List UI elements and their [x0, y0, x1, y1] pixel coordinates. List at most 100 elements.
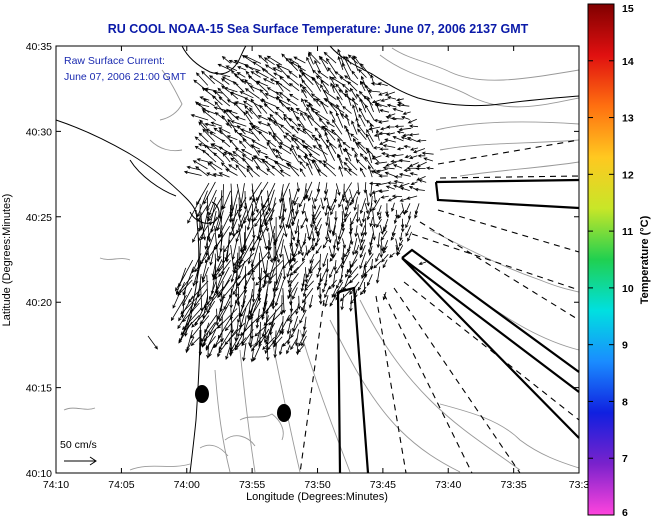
- current-vector: [266, 141, 276, 156]
- current-vector: [391, 154, 404, 158]
- current-vector: [217, 252, 231, 272]
- current-vector: [289, 93, 299, 101]
- current-vector: [409, 172, 418, 176]
- current-vector: [395, 209, 399, 219]
- current-vector: [273, 343, 277, 359]
- current-vector: [398, 172, 411, 177]
- current-vector: [402, 133, 410, 137]
- current-vector: [305, 188, 309, 200]
- current-vector: [324, 127, 336, 141]
- current-vector: [341, 218, 345, 233]
- current-vector: [297, 238, 304, 257]
- current-vector: [192, 160, 208, 170]
- current-vector: [294, 137, 307, 149]
- current-vector: [307, 244, 313, 254]
- lane-east: [434, 178, 580, 210]
- current-vector: [410, 181, 418, 185]
- current-vector: [342, 105, 352, 114]
- current-vector: [355, 204, 360, 223]
- current-vector: [381, 253, 389, 263]
- current-vector: [401, 223, 405, 233]
- current-vector: [329, 266, 335, 279]
- surface-current-vectors: [147, 48, 434, 363]
- current-vector: [216, 210, 224, 232]
- current-vector: [273, 161, 291, 170]
- current-vector: [401, 202, 406, 216]
- x-tick-label: 73:3: [569, 479, 590, 491]
- x-tick-label: 74:10: [43, 479, 69, 491]
- current-vector: [328, 279, 337, 290]
- current-vector: [229, 342, 240, 355]
- current-vector: [311, 134, 321, 142]
- current-vector: [301, 302, 307, 311]
- current-vector: [279, 124, 292, 134]
- current-vector: [368, 126, 381, 131]
- colorbar-label: Temperature (°C): [639, 215, 651, 304]
- current-vector: [192, 259, 202, 287]
- current-vector: [273, 336, 283, 348]
- current-vector: [201, 335, 208, 348]
- current-vector: [393, 180, 404, 184]
- y-tick-label: 40:15: [26, 383, 52, 395]
- current-vector: [385, 203, 389, 216]
- current-vector: [307, 190, 313, 202]
- current-vector: [190, 114, 209, 121]
- current-vector: [224, 314, 239, 332]
- contour-line: [359, 299, 521, 471]
- current-vector: [379, 245, 383, 259]
- current-vector: [381, 152, 389, 156]
- coastline-staten-island: [181, 45, 247, 75]
- current-vector: [242, 157, 253, 170]
- current-vector: [348, 260, 353, 275]
- current-vector: [311, 197, 317, 210]
- contour-line: [435, 121, 580, 131]
- current-vector: [203, 321, 223, 342]
- current-vector: [339, 288, 352, 302]
- current-vector: [319, 293, 323, 305]
- current-vector: [371, 154, 380, 163]
- current-vector: [236, 72, 246, 78]
- current-vector: [312, 76, 322, 92]
- current-vector: [375, 252, 380, 263]
- current-vector: [264, 93, 276, 99]
- current-vector: [288, 252, 293, 265]
- current-vector: [335, 183, 341, 197]
- current-vector: [314, 59, 321, 73]
- current-vector: [313, 159, 320, 170]
- current-vector: [250, 300, 261, 318]
- x-tick-label: 74:05: [108, 479, 134, 491]
- current-vector: [337, 225, 343, 241]
- current-vector: [374, 161, 388, 165]
- current-vector: [248, 122, 260, 129]
- current-vector: [288, 58, 299, 65]
- current-vector: [293, 56, 306, 64]
- current-vector: [380, 126, 388, 131]
- boundary-line: [411, 233, 580, 291]
- current-vector: [336, 95, 343, 106]
- contour-line: [224, 435, 256, 447]
- current-vector: [398, 127, 412, 132]
- current-vector: [291, 210, 299, 227]
- current-vector: [198, 121, 209, 134]
- current-vector: [296, 116, 305, 128]
- current-vector: [324, 295, 329, 308]
- current-vector: [304, 267, 308, 284]
- current-vector: [228, 59, 239, 65]
- current-vector: [299, 167, 306, 177]
- current-vector: [229, 139, 239, 150]
- current-vector: [287, 273, 292, 284]
- current-vector: [251, 140, 268, 150]
- current-vector: [395, 98, 404, 102]
- current-vector: [229, 337, 239, 353]
- current-vector: [336, 103, 344, 119]
- boundary-line: [439, 175, 580, 179]
- current-vector: [208, 343, 215, 358]
- current-vector: [324, 131, 330, 142]
- current-vector: [308, 294, 313, 309]
- current-vector: [304, 111, 313, 126]
- current-vector: [216, 273, 224, 291]
- current-vector: [329, 142, 337, 155]
- current-vector: [298, 330, 307, 347]
- current-vector: [377, 82, 388, 87]
- boundary-line: [437, 209, 580, 253]
